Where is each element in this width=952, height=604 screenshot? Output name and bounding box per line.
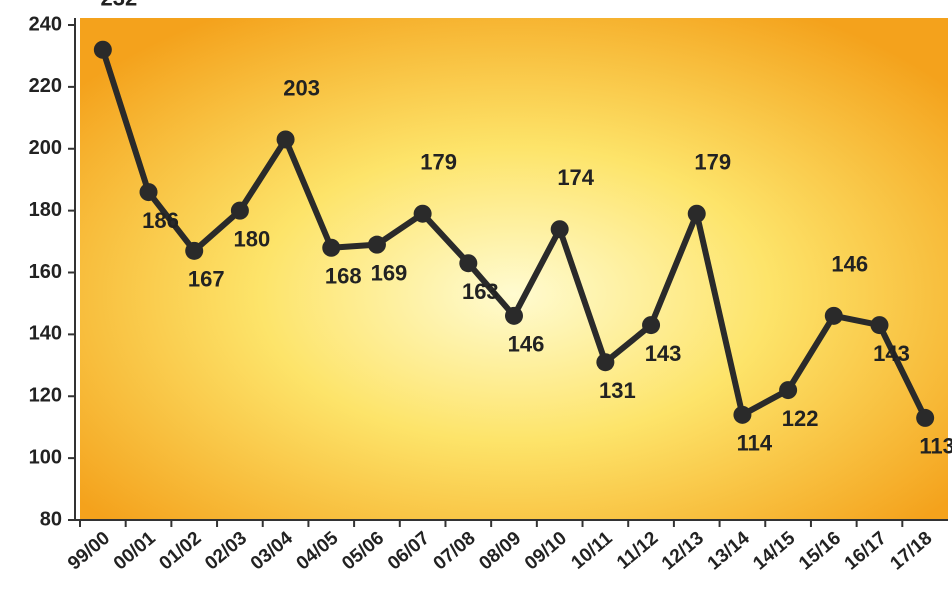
data-label: 232	[100, 0, 137, 11]
point	[733, 405, 752, 424]
x-tick-label: 09/10	[521, 528, 571, 575]
data-label: 169	[371, 260, 408, 285]
point	[139, 183, 158, 202]
y-tick-label: 120	[29, 385, 62, 407]
point	[276, 130, 295, 149]
data-label: 179	[420, 150, 457, 175]
x-tick-label: 14/15	[749, 527, 799, 574]
x-tick-label: 04/05	[293, 527, 343, 574]
y-tick-label: 220	[29, 75, 62, 97]
x-tick-label: 16/17	[841, 528, 891, 575]
data-label: 174	[557, 165, 594, 190]
y-tick-label: 200	[29, 137, 62, 159]
x-tick-label: 13/14	[704, 527, 754, 574]
point	[870, 316, 889, 335]
y-tick-label: 140	[29, 323, 62, 345]
point	[93, 40, 112, 59]
point	[596, 353, 615, 372]
point	[550, 220, 569, 239]
point	[459, 254, 478, 273]
x-tick-label: 02/03	[201, 528, 251, 575]
data-label: 131	[599, 378, 636, 403]
data-label: 186	[142, 208, 179, 233]
y-tick-label: 80	[40, 508, 62, 530]
point	[687, 204, 706, 223]
point	[367, 235, 386, 254]
point	[322, 238, 341, 257]
point	[185, 241, 204, 260]
plot-background	[80, 18, 948, 520]
data-label: 179	[694, 150, 731, 175]
x-tick-label: 08/09	[475, 528, 525, 575]
data-label: 168	[325, 264, 362, 289]
y-tick-label: 180	[29, 199, 62, 221]
x-tick-label: 11/12	[613, 528, 662, 574]
y-tick-label: 160	[29, 261, 62, 283]
x-tick-label: 03/04	[247, 527, 297, 574]
point	[413, 204, 432, 223]
x-tick-label: 07/08	[430, 528, 480, 575]
data-label: 163	[462, 279, 499, 304]
y-tick-label: 240	[29, 13, 62, 35]
point	[505, 306, 523, 325]
data-label: 122	[782, 406, 819, 431]
data-label: 167	[188, 267, 225, 292]
point	[824, 306, 843, 325]
x-tick-label: 12/13	[658, 528, 708, 575]
point	[642, 316, 661, 335]
x-tick-label: 01/02	[156, 528, 206, 575]
point	[779, 381, 798, 400]
data-label: 146	[831, 252, 868, 277]
x-tick-label: 06/07	[384, 528, 434, 575]
data-label: 143	[873, 341, 910, 366]
data-label: 180	[234, 226, 271, 251]
point	[230, 201, 249, 220]
x-tick-label: 10/11	[567, 527, 616, 573]
x-tick-label: 05/06	[338, 528, 388, 575]
data-label: 113	[919, 434, 952, 459]
data-label: 203	[283, 75, 320, 100]
x-tick-label: 00/01	[110, 527, 160, 574]
point	[916, 408, 935, 427]
x-tick-label: 17/18	[886, 528, 936, 575]
x-tick-label: 99/00	[64, 528, 114, 575]
x-tick-label: 15/16	[795, 528, 845, 575]
data-label: 146	[508, 332, 545, 357]
data-label: 143	[645, 341, 682, 366]
y-tick-label: 100	[29, 446, 62, 468]
data-label: 114	[737, 431, 773, 456]
